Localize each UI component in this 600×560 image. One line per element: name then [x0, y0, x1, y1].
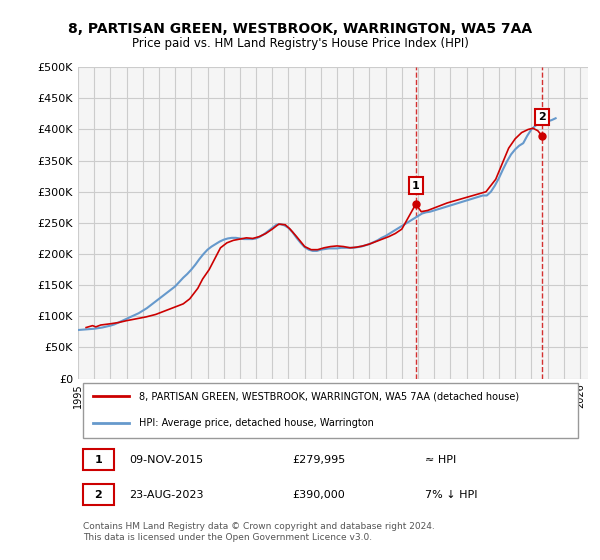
Text: 8, PARTISAN GREEN, WESTBROOK, WARRINGTON, WA5 7AA: 8, PARTISAN GREEN, WESTBROOK, WARRINGTON… [68, 22, 532, 36]
Text: 1: 1 [95, 455, 102, 465]
Text: 1: 1 [412, 180, 419, 190]
Text: Contains HM Land Registry data © Crown copyright and database right 2024.
This d: Contains HM Land Registry data © Crown c… [83, 522, 435, 542]
Text: £279,995: £279,995 [292, 455, 346, 465]
Text: 8, PARTISAN GREEN, WESTBROOK, WARRINGTON, WA5 7AA (detached house): 8, PARTISAN GREEN, WESTBROOK, WARRINGTON… [139, 391, 520, 401]
FancyBboxPatch shape [83, 484, 114, 505]
Text: 2: 2 [95, 489, 102, 500]
FancyBboxPatch shape [83, 383, 578, 438]
Text: ≈ HPI: ≈ HPI [425, 455, 456, 465]
Text: 7% ↓ HPI: 7% ↓ HPI [425, 489, 478, 500]
Text: Price paid vs. HM Land Registry's House Price Index (HPI): Price paid vs. HM Land Registry's House … [131, 38, 469, 50]
Text: 09-NOV-2015: 09-NOV-2015 [129, 455, 203, 465]
Text: 23-AUG-2023: 23-AUG-2023 [129, 489, 203, 500]
Text: HPI: Average price, detached house, Warrington: HPI: Average price, detached house, Warr… [139, 418, 374, 428]
Text: 2: 2 [538, 112, 546, 122]
FancyBboxPatch shape [83, 449, 114, 470]
Text: £390,000: £390,000 [292, 489, 345, 500]
